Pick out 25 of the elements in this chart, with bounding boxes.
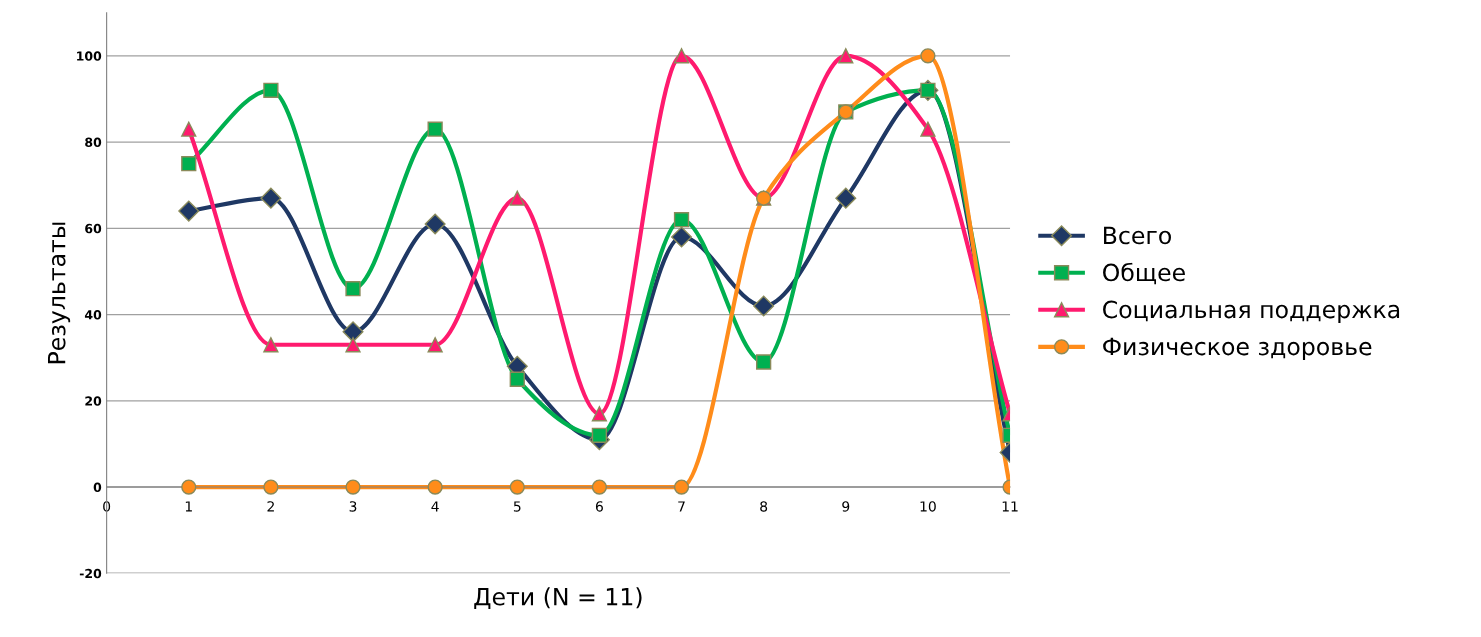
x-tick-label: 5 xyxy=(513,501,521,512)
y-tick-label: -20 xyxy=(79,568,102,579)
legend-label: Физическое здоровье xyxy=(1103,337,1372,360)
x-tick-label: 10 xyxy=(920,501,936,512)
x-tick-label: 1 xyxy=(185,501,192,512)
y-tick-label: 80 xyxy=(85,137,102,148)
x-tick-label: 9 xyxy=(842,501,850,512)
y-tick-label: 100 xyxy=(77,51,102,61)
x-tick-label: 4 xyxy=(431,501,439,512)
x-tick-label: 8 xyxy=(760,501,768,512)
legend-label: Общее xyxy=(1103,262,1185,285)
x-tick-label: 2 xyxy=(267,501,274,512)
x-tick-label: 3 xyxy=(349,501,357,512)
x-tick-label: 7 xyxy=(678,501,685,512)
legend-label: Всего xyxy=(1104,226,1171,245)
y-tick-label: 20 xyxy=(85,396,102,406)
legend-label: Социальная поддержка xyxy=(1103,300,1400,323)
x-tick-label: 6 xyxy=(595,501,603,512)
y-tick-label: 60 xyxy=(85,223,102,234)
y-axis-title: Результаты xyxy=(48,222,71,364)
x-tick-label: 11 xyxy=(1002,501,1018,512)
y-tick-label: 40 xyxy=(84,310,102,320)
y-tick-label: 0 xyxy=(93,482,102,492)
x-tick-label: 0 xyxy=(103,501,111,512)
x-axis-title: Дети (N = 11) xyxy=(474,587,642,609)
